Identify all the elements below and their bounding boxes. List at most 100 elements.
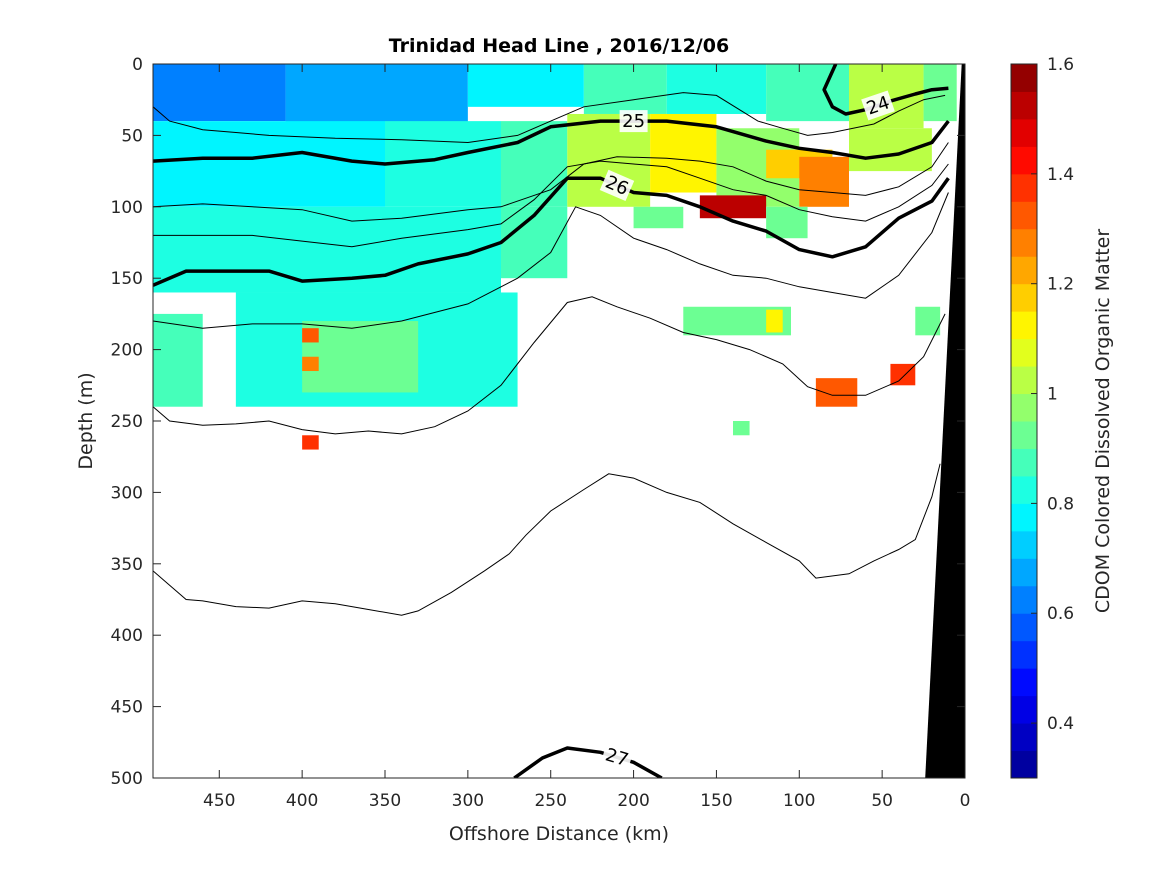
contour-27: [513, 746, 663, 778]
colorbar-tick-label: 1.2: [1047, 275, 1074, 295]
colorbar-segment: [1011, 668, 1037, 697]
cdom-cell-28: [302, 356, 319, 372]
colorbar-tick-label: 1: [1047, 385, 1058, 405]
density-contour-line-3: [153, 192, 949, 329]
cdom-cell-26: [766, 309, 783, 333]
y-tick-label: 500: [111, 769, 143, 789]
x-tick-label: 400: [286, 791, 318, 811]
colorbar-segment: [1011, 640, 1037, 669]
colorbar-segment: [1011, 530, 1037, 559]
colorbar-segment: [1011, 723, 1037, 752]
x-tick-label: 450: [203, 791, 235, 811]
colorbar-segment: [1011, 338, 1037, 367]
cdom-cell-27: [302, 328, 319, 343]
contour-label-24: 24: [861, 90, 895, 121]
chart-title: Trinidad Head Line , 2016/12/06: [389, 35, 729, 57]
colorbar-label: CDOM Colored Dissolved Organic Matter: [1092, 229, 1114, 613]
colorbar-segment: [1011, 503, 1037, 532]
cdom-cell-15: [799, 156, 849, 207]
colorbar-tick-label: 0.6: [1047, 604, 1074, 624]
cdom-cell-33: [302, 435, 319, 450]
cdom-cell-0: [153, 64, 286, 122]
contour-26: [153, 176, 950, 287]
cdom-cell-29: [915, 306, 941, 336]
seafloor: [925, 64, 965, 778]
x-tick-label: 200: [617, 791, 649, 811]
cdom-cell-16: [849, 128, 932, 172]
colorbar-segment: [1011, 448, 1037, 477]
contour-25: [153, 119, 950, 166]
seafloor-shape: [925, 64, 965, 778]
contour-label-27: 27: [600, 742, 634, 772]
cdom-cell-4: [666, 64, 767, 114]
colorbar-segment: [1011, 613, 1037, 642]
colorbar-segment: [1011, 558, 1037, 587]
x-axis-label: Offshore Distance (km): [449, 823, 669, 845]
cdom-cell-20: [633, 206, 684, 229]
colorbar-segment: [1011, 393, 1037, 422]
colorbar-tick-label: 0.4: [1047, 714, 1074, 734]
y-axis: 0 50 100 150 200 250 300 350 400 450 500: [111, 55, 965, 789]
colorbar-segment: [1011, 475, 1037, 504]
cdom-cell-32: [733, 421, 750, 436]
colorbar-segment: [1011, 146, 1037, 175]
y-tick-label: 50: [121, 126, 143, 146]
y-tick-label: 150: [111, 269, 143, 289]
density-contour-line-1: [153, 142, 949, 222]
colorbar-segment: [1011, 366, 1037, 395]
colorbar-segment: [1011, 64, 1037, 92]
colorbar-tick-label: 0.8: [1047, 494, 1074, 514]
y-tick-label: 100: [111, 198, 143, 218]
density-contour-line-4: [153, 296, 946, 435]
cdom-cell-30: [815, 378, 858, 407]
colorbar-tick-label: 1.4: [1047, 165, 1074, 185]
x-tick-label: 0: [960, 791, 971, 811]
y-tick-label: 300: [111, 483, 143, 503]
y-axis-label: Depth (m): [75, 372, 97, 469]
cdom-cell-7: [923, 64, 957, 122]
density-contour-line-5: [153, 463, 941, 616]
y-tick-label: 200: [111, 341, 143, 361]
colorbar-segment: [1011, 256, 1037, 285]
cdom-cell-2: [467, 64, 584, 107]
y-tick-label: 350: [111, 555, 143, 575]
y-tick-label: 450: [111, 698, 143, 718]
density-contour-line-2: [153, 160, 949, 248]
x-tick-label: 350: [369, 791, 401, 811]
density-contour-line-0: [153, 92, 946, 144]
cdom-cell-24: [153, 313, 203, 407]
colorbar-segment: [1011, 311, 1037, 340]
x-axis: 450 400 350 300 250 200 150 100 50 0: [203, 64, 970, 811]
colorbar: 0.4 0.6 0.8 1 1.2 1.4 1.6: [1010, 55, 1074, 779]
x-tick-label: 50: [871, 791, 893, 811]
y-tick-label: 400: [111, 626, 143, 646]
contour-label-25: 25: [619, 110, 648, 133]
y-tick-label: 250: [111, 412, 143, 432]
colorbar-segment: [1011, 91, 1037, 120]
colorbar-segment: [1011, 201, 1037, 230]
cdom-cell-1: [285, 64, 468, 129]
colorbar-segment: [1011, 283, 1037, 312]
x-tick-label: 300: [452, 791, 484, 811]
cdom-cell-17: [699, 195, 767, 219]
x-tick-label: 150: [700, 791, 732, 811]
x-tick-label: 250: [534, 791, 566, 811]
cdom-cell-5: [766, 64, 849, 122]
cdom-cell-3: [583, 64, 667, 114]
cdom-cell-31: [890, 363, 916, 386]
y-tick-label: 0: [132, 55, 143, 75]
colorbar-segment: [1011, 228, 1037, 257]
colorbar-segment: [1011, 695, 1037, 724]
colorbar-frame: [1010, 63, 1038, 779]
cdom-cell-23: [302, 321, 419, 393]
colorbar-segment: [1011, 750, 1037, 779]
contour-label-text-25: 25: [622, 111, 645, 132]
labeled-density-contours: [153, 64, 950, 778]
x-tick-label: 100: [783, 791, 815, 811]
thin-density-contours: [153, 92, 949, 616]
colorbar-segment: [1011, 118, 1037, 147]
colorbar-segment: [1011, 585, 1037, 614]
colorbar-segment: [1011, 421, 1037, 449]
